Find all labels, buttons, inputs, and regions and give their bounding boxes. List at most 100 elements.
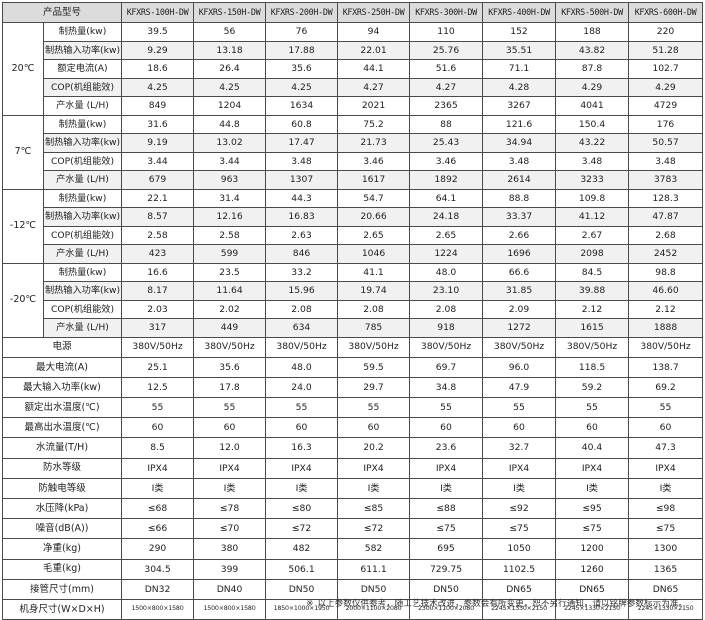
value-cell: 15.96 <box>265 281 339 301</box>
value-cell: 75.2 <box>337 114 411 134</box>
value-cell: 1888 <box>628 318 704 338</box>
value-cell: 1272 <box>482 318 557 338</box>
parameter-label: 防水等级 <box>1 457 123 479</box>
parameter-label: 制热输入功率(kw) <box>42 281 123 301</box>
value-cell: 55 <box>337 397 411 419</box>
value-cell: 31.6 <box>121 114 195 134</box>
value-cell: 1617 <box>337 170 411 190</box>
value-cell: 55 <box>121 397 195 419</box>
value-cell: ≤75 <box>628 518 704 540</box>
header-row: 产品型号 KFXRS-100H-DW KFXRS-150H-DW KFXRS-200… <box>1 2 704 23</box>
value-cell: 785 <box>337 318 411 338</box>
value-cell: 380V/50Hz <box>555 336 630 358</box>
value-cell: ≤95 <box>555 497 630 520</box>
value-cell: 128.3 <box>628 188 704 208</box>
value-cell: 695 <box>409 538 484 560</box>
value-cell: 56 <box>193 22 267 42</box>
value-cell: 20.2 <box>337 437 411 459</box>
value-cell: 98.8 <box>628 262 704 282</box>
value-cell: 110 <box>409 22 484 42</box>
value-cell: 46.60 <box>628 281 704 301</box>
temperature-label: 20℃ <box>2 22 44 116</box>
value-cell: 12.5 <box>121 376 195 399</box>
value-cell: 1892 <box>409 170 484 190</box>
value-cell: ≤75 <box>555 518 630 540</box>
condition-row: 产水量 (L/H) 317 449 634 785 918 1272 1615 1888 <box>3 318 704 338</box>
value-cell: 69.7 <box>409 356 484 378</box>
value-cell: IPX4 <box>337 457 411 479</box>
value-cell: 24.18 <box>409 207 484 227</box>
value-cell: ≤68 <box>121 497 195 520</box>
value-cell: 60.8 <box>265 114 339 134</box>
parameter-label: 防触电等级 <box>1 477 123 500</box>
temperature-label: 7℃ <box>2 114 44 190</box>
value-cell: 11.64 <box>193 281 267 301</box>
value-cell: 3.46 <box>409 151 484 171</box>
value-cell: 13.18 <box>193 40 267 60</box>
condition-row: COP(机组能效) 4.25 4.25 4.25 4.27 4.27 4.28 4.29 4.2… <box>3 77 704 97</box>
value-cell: 13.02 <box>193 133 267 153</box>
value-cell: ≤78 <box>193 497 267 520</box>
value-cell: 16.6 <box>121 262 195 282</box>
value-cell: 39.5 <box>121 22 195 42</box>
footnote: ※ 以上参数仅供参考，随工艺技术改进，参数会有所变更，恕不另行通知，请以铭牌参数标… <box>0 597 687 609</box>
value-cell: 963 <box>193 170 267 190</box>
value-cell: 2452 <box>628 244 704 264</box>
value-cell: 109.8 <box>555 188 630 208</box>
value-cell: 679 <box>121 170 195 190</box>
value-cell: 2.03 <box>121 299 195 319</box>
model-name-header: KFXRS-250H-DW <box>337 2 411 23</box>
condition-row: -12℃ 制热量(kw) 22.1 31.4 44.3 54.7 64.1 88.8 109.8… <box>2 188 704 264</box>
value-cell: 729.75 <box>409 558 484 580</box>
value-cell: 188 <box>555 22 630 42</box>
value-cell: IPX4 <box>555 457 630 479</box>
value-cell: 17.47 <box>265 133 339 153</box>
value-cell: 1224 <box>409 244 484 264</box>
parameter-label: COP(机组能效) <box>42 151 123 171</box>
value-cell: 2.68 <box>628 225 704 245</box>
parameter-label: 制热量(kw) <box>42 22 123 42</box>
value-cell: 2.63 <box>265 225 339 245</box>
value-cell: 59.2 <box>555 376 630 399</box>
value-cell: 60 <box>409 417 484 439</box>
condition-row: 额定电流(A) 18.6 26.4 35.6 44.1 51.6 71.1 87.8 102.7 <box>3 59 704 79</box>
value-cell: 84.5 <box>555 262 630 282</box>
value-cell: Ⅰ类 <box>409 477 484 500</box>
value-cell: 33.37 <box>482 207 557 227</box>
value-cell: 3.48 <box>555 151 630 171</box>
value-cell: 4.25 <box>265 77 339 97</box>
parameter-label: 制热输入功率(kw) <box>42 207 123 227</box>
value-cell: IPX4 <box>121 457 195 479</box>
value-cell: 2.08 <box>409 299 484 319</box>
value-cell: 25.1 <box>121 356 195 378</box>
parameter-label: 制热量(kw) <box>42 262 123 282</box>
value-cell: 380V/50Hz <box>628 336 704 358</box>
value-cell: 60 <box>555 417 630 439</box>
condition-row: COP(机组能效) 3.44 3.44 3.48 3.46 3.46 3.48 3.48 3.4… <box>3 151 704 171</box>
parameter-label: 电源 <box>1 336 123 358</box>
value-cell: 40.4 <box>555 437 630 459</box>
value-cell: 55 <box>409 397 484 419</box>
model-header-cell: 产品型号 <box>1 2 123 23</box>
value-cell: 60 <box>193 417 267 439</box>
value-cell: 304.5 <box>121 558 195 580</box>
parameter-label: 制热量(kw) <box>42 188 123 208</box>
condition-row: 产水量 (L/H) 849 1204 1634 2021 2365 3267 4041 4729 <box>3 96 704 116</box>
value-cell: 19.74 <box>337 281 411 301</box>
value-cell: 121.6 <box>482 114 557 134</box>
value-cell: 1365 <box>628 558 704 580</box>
value-cell: 96.0 <box>482 356 557 378</box>
parameter-label: 制热量(kw) <box>42 114 123 134</box>
parameter-label: 最大输入功率(kw) <box>1 376 123 399</box>
value-cell: Ⅰ类 <box>555 477 630 500</box>
value-cell: 39.88 <box>555 281 630 301</box>
parameter-label: 制热输入功率(kw) <box>42 133 123 153</box>
value-cell: 21.73 <box>337 133 411 153</box>
value-cell: 1615 <box>555 318 630 338</box>
value-cell: ≤75 <box>482 518 557 540</box>
value-cell: 94 <box>337 22 411 42</box>
parameter-label: 净重(kg) <box>1 538 123 560</box>
value-cell: 3.48 <box>482 151 557 171</box>
spec-row: 最高出水温度(℃) 60 60 60 60 60 60 60 60 <box>1 417 704 439</box>
value-cell: Ⅰ类 <box>628 477 704 500</box>
